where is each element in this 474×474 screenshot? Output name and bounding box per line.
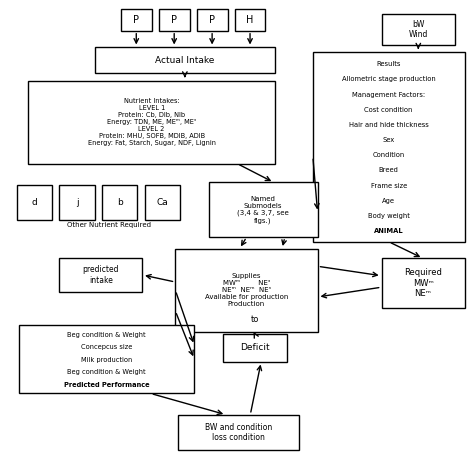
Text: P: P xyxy=(209,15,215,25)
Text: Actual Intake: Actual Intake xyxy=(155,56,215,65)
FancyBboxPatch shape xyxy=(102,185,137,220)
FancyBboxPatch shape xyxy=(17,185,52,220)
Text: Nutrient Intakes:
LEVEL 1
Protein: Cb, DIb, Nlb
Energy: TDN, ME, MEᵐ, MEᶟ
LEVEL : Nutrient Intakes: LEVEL 1 Protein: Cb, D… xyxy=(88,98,216,146)
Text: Supplies
MWᵐ        NEᶟ
NEᵐ  NEᵐ  NEᶟ
Available for production
Production: Supplies MWᵐ NEᶟ NEᵐ NEᵐ NEᶟ Available f… xyxy=(205,273,288,307)
Text: Predicted Performance: Predicted Performance xyxy=(64,382,149,388)
Text: predicted
intake: predicted intake xyxy=(82,265,119,284)
Text: Beg condition & Weight: Beg condition & Weight xyxy=(67,369,146,375)
FancyBboxPatch shape xyxy=(145,185,180,220)
FancyBboxPatch shape xyxy=(223,334,287,362)
FancyBboxPatch shape xyxy=(197,9,228,31)
FancyBboxPatch shape xyxy=(209,182,318,237)
Text: Cost condition: Cost condition xyxy=(365,107,413,113)
FancyBboxPatch shape xyxy=(59,185,95,220)
Text: to: to xyxy=(251,316,259,324)
Text: H: H xyxy=(246,15,254,25)
FancyBboxPatch shape xyxy=(121,9,152,31)
FancyBboxPatch shape xyxy=(159,9,190,31)
FancyBboxPatch shape xyxy=(382,14,455,45)
FancyBboxPatch shape xyxy=(28,81,275,164)
FancyBboxPatch shape xyxy=(382,258,465,308)
Text: Deficit: Deficit xyxy=(240,344,270,352)
Text: j: j xyxy=(76,198,78,207)
Text: Condition: Condition xyxy=(373,152,405,158)
Text: BW and condition
loss condition: BW and condition loss condition xyxy=(205,423,272,442)
FancyBboxPatch shape xyxy=(19,325,194,393)
FancyBboxPatch shape xyxy=(235,9,265,31)
Text: Breed: Breed xyxy=(379,167,399,173)
Text: Age: Age xyxy=(382,198,395,204)
Text: Allometric stage production: Allometric stage production xyxy=(342,76,436,82)
Text: ANIMAL: ANIMAL xyxy=(374,228,403,234)
Text: Concepcus size: Concepcus size xyxy=(81,344,132,350)
FancyBboxPatch shape xyxy=(175,249,318,332)
FancyBboxPatch shape xyxy=(178,415,299,450)
Text: Management Factors:: Management Factors: xyxy=(352,91,425,98)
Text: Hair and hide thickness: Hair and hide thickness xyxy=(349,122,428,128)
Text: Named
Submodels
(3,4 & 3,7, see
figs.): Named Submodels (3,4 & 3,7, see figs.) xyxy=(237,196,289,224)
Text: bW
Wind: bW Wind xyxy=(409,20,428,39)
FancyBboxPatch shape xyxy=(313,52,465,242)
Text: Required
MWᵐ
NEᵐ: Required MWᵐ NEᵐ xyxy=(404,268,442,298)
Text: Results: Results xyxy=(376,61,401,67)
Text: Other Nutrient Required: Other Nutrient Required xyxy=(67,222,151,228)
Text: Ca: Ca xyxy=(156,198,168,207)
Text: P: P xyxy=(133,15,139,25)
Text: Frame size: Frame size xyxy=(371,182,407,189)
FancyBboxPatch shape xyxy=(95,47,275,73)
Text: Milk production: Milk production xyxy=(81,356,132,363)
Text: Body weight: Body weight xyxy=(368,213,410,219)
FancyBboxPatch shape xyxy=(59,258,142,292)
Text: d: d xyxy=(31,198,37,207)
Text: Sex: Sex xyxy=(383,137,395,143)
Text: Beg condition & Weight: Beg condition & Weight xyxy=(67,332,146,337)
Text: b: b xyxy=(117,198,123,207)
Text: P: P xyxy=(171,15,177,25)
